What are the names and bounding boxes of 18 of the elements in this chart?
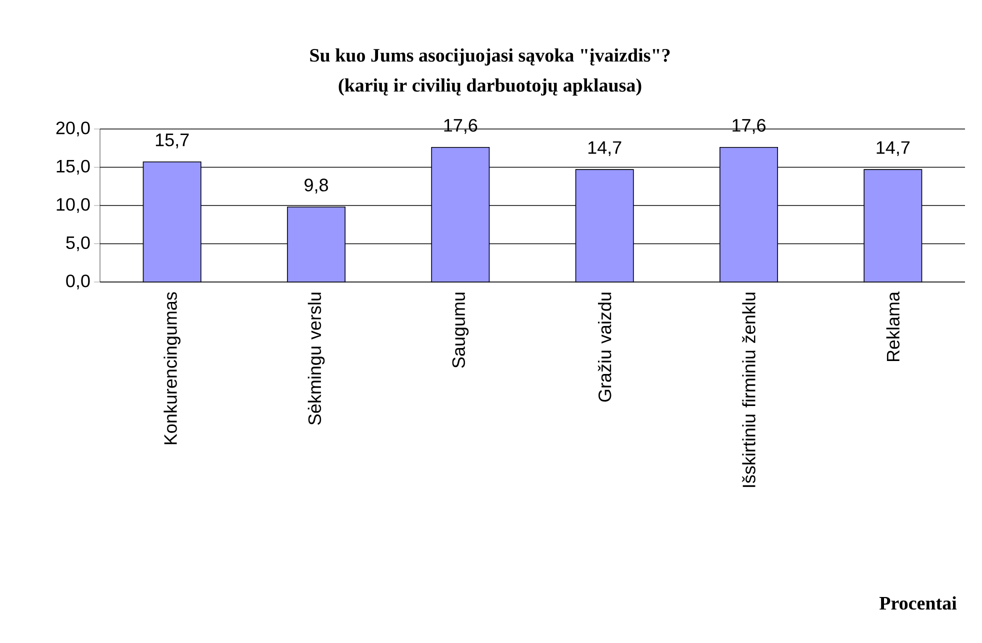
x-tick-label: Saugumu [452,292,469,368]
x-tick-label: Reklama [886,292,900,362]
x-tick-label: Sėkmingu verslu [308,292,325,425]
y-tick-label: 20,0 [56,122,90,136]
x-tick-label: Konkurencingumas [164,292,180,444]
y-tick-label: 10,0 [56,198,90,213]
x-tick-label: Išskirtiniu firminiu ženklu [742,292,756,487]
x-tick-label: Gražiu vaizdu [598,292,612,402]
y-tick-label: 0,0 [66,274,90,290]
data-label: 14,7 [588,141,622,156]
y-tick-label: 15,0 [56,160,90,175]
data-label: 9,8 [304,178,328,194]
chart-title: Su kuo Jums asocijuojasi sąvoka "įvaizdis"? [310,48,670,66]
text: Procentai [879,596,957,610]
y-tick-label: 5,0 [66,236,90,252]
data-label: 14,7 [876,141,910,156]
chart-subtitle: (karių ir civilių darbuotojų apklausa) [338,78,642,96]
data-label: 15,7 [156,134,189,148]
